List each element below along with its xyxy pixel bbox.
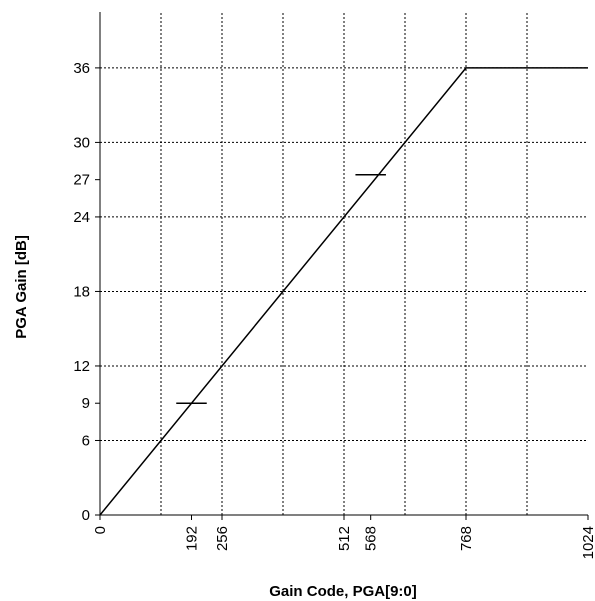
y-tick-label: 12	[73, 358, 90, 375]
x-tick-label: 1024	[580, 526, 595, 559]
y-tick-label: 36	[73, 60, 90, 77]
tick-labels: 0 6 9 12 18 24 27 30 36 0 192 256 512 568 768 1024	[73, 60, 595, 559]
x-tick-label: 768	[458, 526, 475, 551]
y-tick-label: 9	[82, 395, 90, 412]
y-tick-label: 0	[82, 507, 90, 524]
y-axis-title: PGA Gain [dB]	[13, 235, 30, 339]
axes	[95, 12, 589, 520]
y-tick-label: 30	[73, 134, 90, 151]
x-tick-label: 512	[336, 526, 353, 551]
y-tick-label: 27	[73, 172, 90, 189]
x-tick-label: 256	[214, 526, 231, 551]
y-tick-label: 24	[73, 209, 90, 226]
marker-segments	[176, 173, 386, 404]
grid-lines	[100, 12, 588, 515]
series	[99, 67, 588, 516]
x-tick-label: 0	[92, 526, 109, 534]
x-tick-label: 568	[363, 526, 380, 551]
gain-curve	[99, 67, 588, 516]
y-tick-label: 18	[73, 283, 90, 300]
y-tick-label: 6	[82, 432, 90, 449]
x-axis-title: Gain Code, PGA[9:0]	[269, 583, 417, 600]
x-tick-label: 192	[184, 526, 201, 551]
